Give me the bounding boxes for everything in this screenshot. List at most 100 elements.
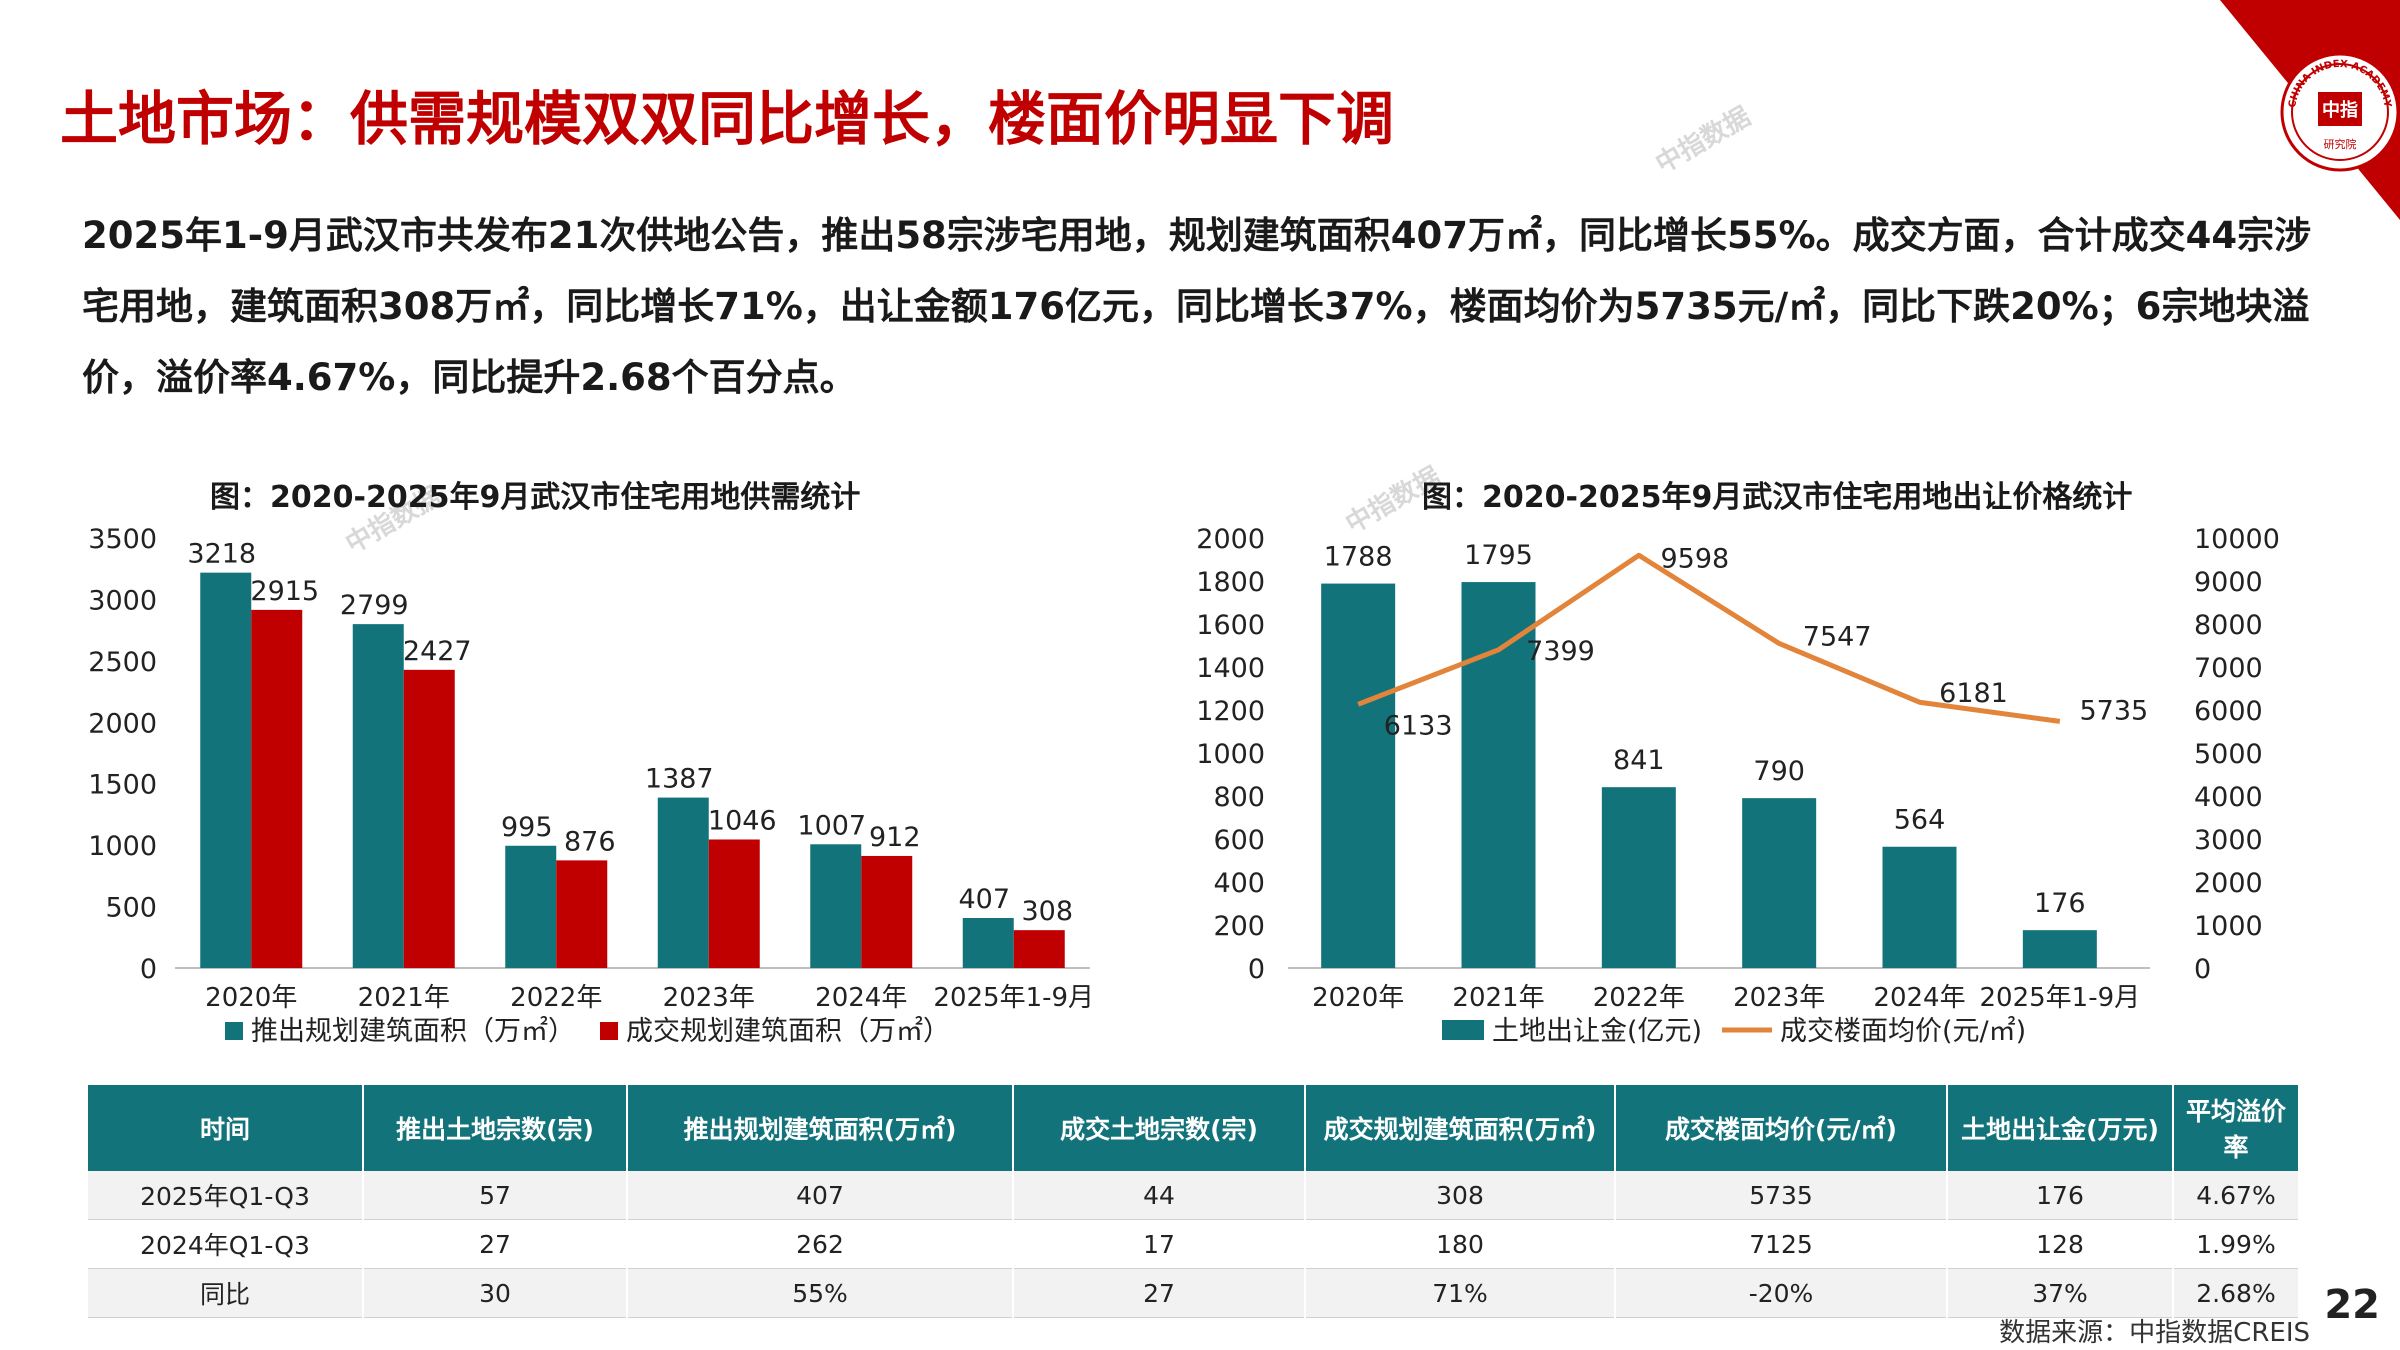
legend-label: 成交楼面均价(元/㎡) [1780, 1016, 2026, 1047]
bar-data-label: 1795 [1464, 540, 1533, 571]
table-cell: 4.67% [2173, 1171, 2300, 1220]
table-cell: 5735 [1615, 1171, 1948, 1220]
y-right-tick-label: 7000 [2194, 653, 2263, 684]
legend-label: 成交规划建筑面积（万㎡） [626, 1016, 950, 1047]
data-label: 995 [501, 812, 553, 843]
legend-swatch [225, 1022, 243, 1040]
legend-label: 土地出让金(亿元) [1492, 1016, 1702, 1047]
supply-bar [657, 797, 709, 968]
y-left-tick-label: 1400 [1196, 653, 1265, 684]
legend-swatch [1442, 1020, 1484, 1040]
chart2-title: 图：2020-2025年9月武汉市住宅用地出让价格统计 [1422, 480, 2133, 515]
y-left-tick-label: 1200 [1196, 696, 1265, 727]
land-revenue-bar [1742, 798, 1817, 968]
transaction-bar [556, 860, 608, 968]
y-left-tick-label: 2000 [1196, 524, 1265, 555]
bar-data-label: 1788 [1324, 542, 1393, 573]
x-tick-label: 2021年 [1452, 983, 1544, 1013]
table-header-cell: 成交规划建筑面积(万㎡) [1305, 1085, 1616, 1171]
data-label: 2915 [250, 576, 319, 607]
data-label: 308 [1021, 896, 1073, 927]
x-tick-label: 2020年 [205, 983, 297, 1013]
y-tick-label: 500 [105, 893, 157, 924]
y-right-tick-label: 0 [2194, 954, 2211, 985]
x-tick-label: 2023年 [663, 983, 755, 1013]
table-cell: 27 [1013, 1268, 1306, 1318]
logo-center-text: 中指 [2322, 99, 2358, 121]
supply-bar [505, 845, 557, 968]
table-header-cell: 推出土地宗数(宗) [363, 1085, 628, 1171]
table-cell: 17 [1013, 1219, 1306, 1269]
y-right-tick-label: 10000 [2194, 524, 2280, 555]
table-cell: 71% [1305, 1268, 1616, 1318]
x-tick-label: 2022年 [1593, 983, 1685, 1013]
data-label: 912 [869, 822, 921, 853]
data-label: 1007 [797, 810, 866, 841]
y-right-tick-label: 5000 [2194, 739, 2263, 770]
y-right-tick-label: 1000 [2194, 911, 2263, 942]
data-source: 数据来源：中指数据CREIS [1999, 1318, 2310, 1348]
y-left-tick-label: 600 [1213, 825, 1265, 856]
transaction-bar [251, 609, 303, 968]
y-right-tick-label: 8000 [2194, 610, 2263, 641]
table-cell: 37% [1947, 1268, 2174, 1318]
land-revenue-bar [1882, 846, 1957, 968]
x-tick-label: 2023年 [1733, 983, 1825, 1013]
y-left-tick-label: 1000 [1196, 739, 1265, 770]
data-label: 2799 [340, 590, 409, 621]
line-data-label: 7547 [1803, 621, 1872, 652]
y-right-tick-label: 9000 [2194, 567, 2263, 598]
y-tick-label: 1000 [88, 831, 157, 862]
supply-bar [200, 572, 252, 968]
price-chart: 0 200 400 600 800 1000 1200 1400 1600 1800 2000 0 10… [1196, 524, 2280, 1047]
table-cell: 55% [627, 1268, 1014, 1318]
table-cell: 407 [627, 1171, 1014, 1220]
table-cell: 128 [1947, 1219, 2174, 1269]
y-left-tick-label: 200 [1213, 911, 1265, 942]
bar-data-label: 564 [1894, 805, 1946, 836]
land-revenue-bar [1321, 583, 1396, 968]
table-cell: 2025年Q1-Q3 [88, 1171, 364, 1220]
table-cell: 176 [1947, 1171, 2174, 1220]
line-data-label: 9598 [1660, 543, 1729, 574]
y-tick-label: 3500 [88, 524, 157, 555]
table-cell: -20% [1615, 1268, 1948, 1318]
x-tick-label: 2021年 [358, 983, 450, 1013]
table-header-cell: 时间 [88, 1085, 364, 1171]
table-cell: 180 [1305, 1219, 1616, 1269]
x-tick-label: 2024年 [815, 983, 907, 1013]
x-tick-label: 2020年 [1312, 983, 1404, 1013]
line-data-label: 6181 [1939, 678, 2008, 709]
land-revenue-bar [1461, 582, 1536, 968]
table-header-row: 时间 推出土地宗数(宗) 推出规划建筑面积(万㎡) 成交土地宗数(宗) 成交规划… [88, 1085, 2300, 1171]
table-cell: 2.68% [2173, 1268, 2300, 1318]
y-right-tick-label: 2000 [2194, 868, 2263, 899]
x-tick-label: 2025年1-9月 [933, 983, 1094, 1013]
legend-swatch [600, 1022, 618, 1040]
table-cell: 262 [627, 1219, 1014, 1269]
table-cell: 57 [363, 1171, 628, 1220]
table-cell: 308 [1305, 1171, 1616, 1220]
transaction-bar [403, 669, 455, 968]
y-left-tick-label: 1600 [1196, 610, 1265, 641]
y-left-tick-label: 400 [1213, 868, 1265, 899]
transaction-bar [861, 855, 913, 968]
supply-bar [352, 624, 404, 968]
statistics-table: 时间 推出土地宗数(宗) 推出规划建筑面积(万㎡) 成交土地宗数(宗) 成交规划… [88, 1085, 2300, 1318]
intro-paragraph: 2025年1-9月武汉市共发布21次供地公告，推出58宗涉宅用地，规划建筑面积4… [82, 214, 2312, 399]
transaction-bar [1013, 930, 1065, 968]
table-header-cell: 平均溢价率 [2173, 1085, 2300, 1171]
y-right-tick-label: 4000 [2194, 782, 2263, 813]
chart1-title: 图：2020-2025年9月武汉市住宅用地供需统计 [210, 480, 861, 515]
table-header-cell: 成交土地宗数(宗) [1013, 1085, 1306, 1171]
line-data-label: 6133 [1384, 710, 1453, 741]
x-tick-label: 2025年1-9月 [1980, 983, 2141, 1013]
table-cell: 7125 [1615, 1219, 1948, 1269]
data-label: 3218 [187, 539, 256, 570]
table-cell: 27 [363, 1219, 628, 1269]
bar-data-label: 841 [1613, 745, 1665, 776]
legend-label: 推出规划建筑面积（万㎡） [251, 1016, 575, 1047]
y-tick-label: 1500 [88, 770, 157, 801]
y-tick-label: 2000 [88, 708, 157, 739]
y-left-tick-label: 0 [1248, 954, 1265, 985]
